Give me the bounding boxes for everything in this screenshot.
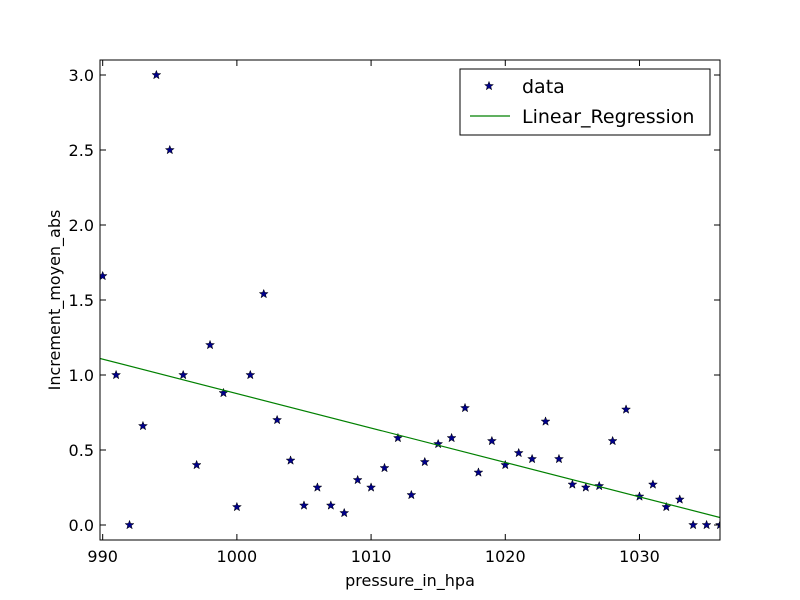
y-tick-label: 2.5 xyxy=(69,141,94,160)
data-point xyxy=(258,288,269,299)
plot-area xyxy=(100,60,720,540)
legend-label: Linear_Regression xyxy=(522,106,694,128)
data-point xyxy=(137,420,149,431)
plot-frame xyxy=(99,59,721,541)
data-point xyxy=(620,404,632,414)
data-point xyxy=(325,500,336,510)
x-tick-label: 990 xyxy=(87,547,118,566)
y-tick-label: 0.0 xyxy=(69,516,94,535)
x-tick-label: 1010 xyxy=(351,547,392,566)
data-point xyxy=(164,144,175,155)
y-tick-label: 3.0 xyxy=(69,66,94,85)
y-tick-label: 0.5 xyxy=(69,441,94,460)
data-point xyxy=(594,480,605,491)
data-point xyxy=(674,494,685,504)
data-point xyxy=(688,519,699,530)
y-tick-label: 1.5 xyxy=(69,291,94,310)
x-axis-label: pressure_in_hpa xyxy=(345,571,475,591)
data-point xyxy=(124,519,135,530)
data-point xyxy=(607,435,618,446)
data-point xyxy=(204,339,216,350)
data-point xyxy=(352,474,363,485)
data-point xyxy=(419,456,430,467)
x-tick-label: 1030 xyxy=(619,547,660,566)
data-point xyxy=(406,489,417,500)
data-point xyxy=(433,438,444,449)
legend-label: data xyxy=(522,76,565,98)
data-point xyxy=(473,467,484,477)
series-layer xyxy=(100,69,720,530)
data-point xyxy=(446,432,457,443)
y-axis-label: Increment_moyen_abs xyxy=(45,210,65,391)
data-point xyxy=(486,435,497,446)
data-point xyxy=(298,500,310,510)
data-point xyxy=(379,462,390,473)
data-point xyxy=(634,491,645,501)
y-tick-label: 1.0 xyxy=(69,366,94,385)
data-point xyxy=(701,519,712,530)
data-point xyxy=(527,453,538,464)
x-tick-label: 1000 xyxy=(217,547,258,566)
data-point xyxy=(580,482,591,492)
data-point xyxy=(272,414,283,425)
axes-layer: 990 1000 1010 1020 1030 0.0 0.5 1.0 1.5 2.0 2.5 3.0 xyxy=(69,60,720,566)
data-point xyxy=(661,501,672,512)
legend: data Linear_Regression xyxy=(459,68,711,136)
data-point xyxy=(231,501,242,512)
data-point xyxy=(459,402,471,413)
data-point xyxy=(100,270,108,281)
data-point xyxy=(312,482,323,492)
data-point xyxy=(553,453,565,464)
y-tick-label: 2.0 xyxy=(69,216,94,235)
data-point xyxy=(111,369,122,380)
data-point xyxy=(567,479,578,489)
data-point xyxy=(151,69,162,80)
data-point xyxy=(285,455,296,465)
data-point xyxy=(647,479,658,489)
data-point xyxy=(339,507,350,518)
data-point xyxy=(540,416,551,426)
data-point xyxy=(191,459,202,470)
data-point xyxy=(513,447,524,458)
data-point xyxy=(392,432,403,443)
legend-star-swatch xyxy=(483,80,495,91)
legend-box xyxy=(459,68,711,136)
x-tick-label: 1020 xyxy=(485,547,526,566)
regression-line xyxy=(100,357,720,519)
data-point xyxy=(366,482,377,492)
data-point xyxy=(178,369,189,380)
data-point xyxy=(245,369,256,380)
